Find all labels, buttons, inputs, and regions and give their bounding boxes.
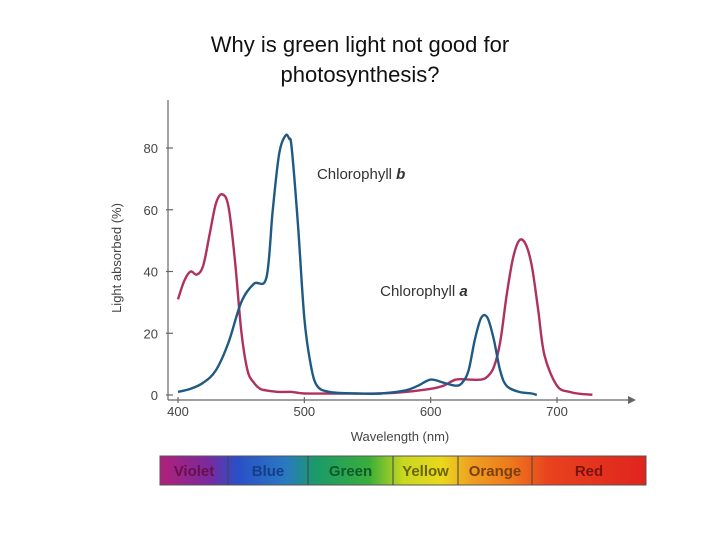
slide-title-line-1: Why is green light not good for bbox=[210, 32, 510, 57]
spectrum-band-label: Blue bbox=[252, 463, 285, 480]
x-tick-label: 500 bbox=[293, 404, 315, 419]
x-tick-label: 700 bbox=[546, 404, 568, 419]
spectrum-bar: Violet Blue Green Yellow Orange Red bbox=[159, 455, 647, 486]
series-line-chlorophyll-b bbox=[177, 133, 538, 397]
y-tick-label: 0 bbox=[151, 388, 158, 403]
spectrum-band-label: Yellow bbox=[402, 463, 449, 480]
curve-label: Chlorophyll a bbox=[380, 283, 468, 300]
slide-title: Why is green light not good for photosyn… bbox=[0, 30, 720, 90]
curve-label-letter: b bbox=[396, 166, 405, 183]
y-tick-label: 60 bbox=[144, 203, 158, 218]
curve-label: Chlorophyll b bbox=[317, 166, 405, 183]
y-tick-label: 40 bbox=[144, 265, 158, 280]
x-axis-arrow-icon bbox=[628, 396, 636, 404]
y-tick-label: 20 bbox=[144, 326, 158, 341]
spectrum-band-label: Red bbox=[575, 463, 603, 480]
x-tick-label: 600 bbox=[420, 404, 442, 419]
curve-label-text: Chlorophyll bbox=[317, 166, 396, 183]
spectrum-gradient bbox=[159, 455, 647, 486]
axes: 0 20 40 60 80 400 500 600 700 Wavelength (nm) Ligh… bbox=[109, 100, 636, 444]
x-tick-label: 400 bbox=[167, 404, 189, 419]
series-layer bbox=[176, 133, 593, 397]
curve-label-text: Chlorophyll bbox=[380, 283, 459, 300]
curve-label-letter: a bbox=[459, 283, 467, 300]
spectrum-band-label: Orange bbox=[469, 463, 522, 480]
y-axis-label: Light absorbed (%) bbox=[109, 203, 124, 313]
spectrum-band-label: Green bbox=[329, 463, 372, 480]
x-axis-label: Wavelength (nm) bbox=[351, 429, 450, 444]
slide-title-line-2: photosynthesis? bbox=[280, 62, 440, 87]
y-tick-label: 80 bbox=[144, 141, 158, 156]
spectrum-band-label: Violet bbox=[174, 463, 215, 480]
